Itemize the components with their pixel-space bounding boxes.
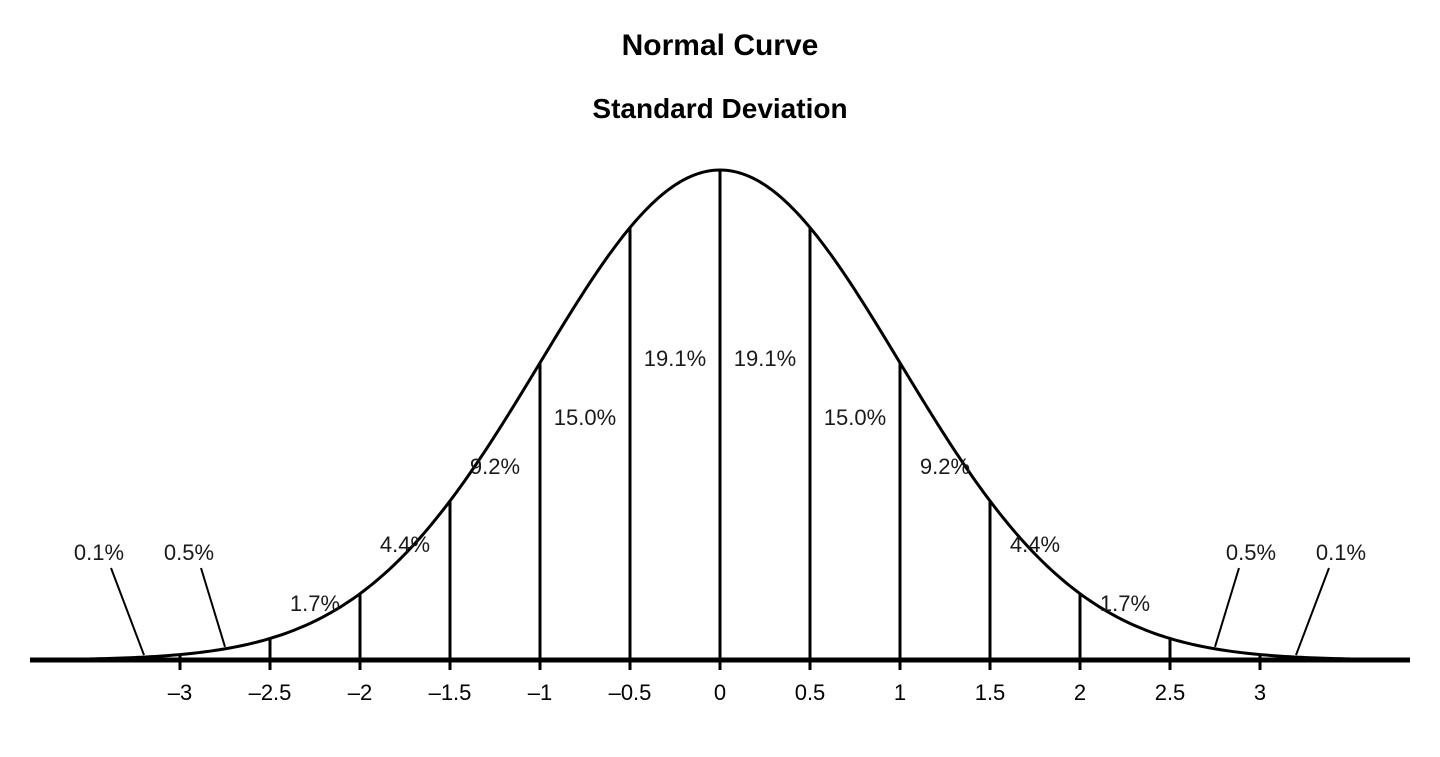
tail-pct-label: 0.1%	[1316, 540, 1366, 565]
segment-pct-label: 1.7%	[290, 591, 340, 616]
x-tick-label: 1.5	[975, 680, 1006, 705]
x-tick-label: –0.5	[609, 680, 652, 705]
x-tick-label: 2	[1074, 680, 1086, 705]
x-tick-label: 1	[894, 680, 906, 705]
leader-line	[201, 568, 225, 647]
leader-line	[1296, 568, 1329, 655]
x-tick-label: –2.5	[249, 680, 292, 705]
leader-line	[1215, 568, 1239, 647]
normal-curve-chart: Normal Curve Standard Deviation –3 –2.5 –2 –1…	[0, 0, 1440, 757]
x-tick-label: –3	[168, 680, 192, 705]
tail-pct-label: 0.5%	[1226, 540, 1276, 565]
x-tick-label: –2	[348, 680, 372, 705]
tail-pct-label: 0.1%	[74, 540, 124, 565]
x-tick-label: –1	[528, 680, 552, 705]
segment-pct-label: 9.2%	[920, 454, 970, 479]
segment-pct-label: 19.1%	[644, 346, 706, 371]
x-tick-label: 0	[714, 680, 726, 705]
chart-subtitle: Standard Deviation	[592, 93, 847, 124]
segment-pct-label: 4.4%	[1010, 532, 1060, 557]
segment-pct-label: 19.1%	[734, 346, 796, 371]
segment-pct-label: 15.0%	[824, 405, 886, 430]
segment-pct-label: 1.7%	[1100, 591, 1150, 616]
leader-line	[111, 568, 144, 655]
x-tick-label: 3	[1254, 680, 1266, 705]
chart-title: Normal Curve	[622, 29, 819, 62]
segment-pct-label: 4.4%	[380, 532, 430, 557]
x-tick-label: 2.5	[1155, 680, 1186, 705]
tail-pct-label: 0.5%	[164, 540, 214, 565]
x-tick-label: 0.5	[795, 680, 826, 705]
segment-pct-label: 9.2%	[470, 454, 520, 479]
x-tick-label: –1.5	[429, 680, 472, 705]
segment-pct-label: 15.0%	[554, 405, 616, 430]
